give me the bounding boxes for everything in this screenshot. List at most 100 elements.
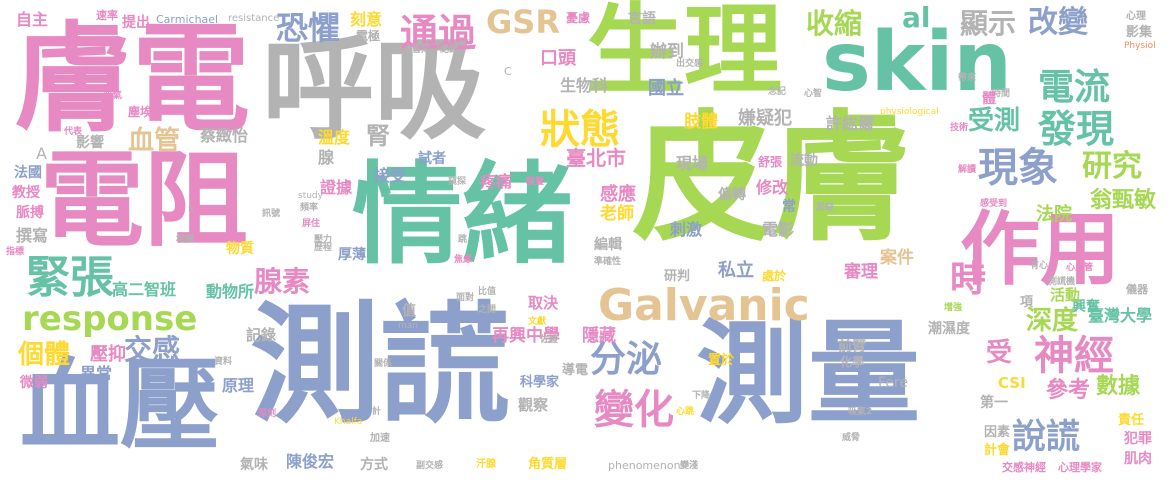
word-taida: 臺灣大學 bbox=[1088, 306, 1153, 325]
word-zhiyu: 置於 bbox=[708, 353, 735, 368]
word-jishu: 技術 bbox=[950, 123, 969, 133]
word-xiqi2: 吸氣2 bbox=[848, 407, 873, 417]
word-shenli: 審理 bbox=[844, 262, 878, 282]
word-youlv: 憂慮 bbox=[566, 11, 591, 25]
word-shizhe: 試者 bbox=[418, 151, 446, 167]
word-bianhua: 變化 bbox=[594, 387, 674, 433]
word-celiang: 測量 bbox=[696, 309, 920, 439]
word-jiaogan-shenjing: 交感神經 bbox=[1002, 461, 1046, 474]
word-shenke: 深刻 bbox=[258, 409, 277, 419]
word-jirou: 肌肉 bbox=[1124, 451, 1152, 467]
word-weiruo: 微弱 bbox=[20, 375, 48, 391]
word-xintiao: 心跳 bbox=[676, 407, 695, 417]
word-houbao: 厚薄 bbox=[338, 247, 366, 263]
word-xiugai: 修改 bbox=[756, 178, 789, 197]
word-phenomenon: phenomenon bbox=[608, 459, 681, 472]
word-tongguo: 通過 bbox=[400, 11, 477, 55]
word-response: response bbox=[22, 299, 198, 339]
word-ti: 體 bbox=[982, 91, 996, 107]
word-zizhu: 自主 bbox=[16, 10, 49, 29]
word-shi: 時 bbox=[950, 259, 987, 300]
word-zhuangzhi: 裝置 bbox=[526, 177, 545, 187]
word-xingfen: 興奮 bbox=[1072, 299, 1100, 315]
word-qujue: 取決 bbox=[528, 294, 559, 312]
word-jiedu: 解讀 bbox=[958, 165, 977, 175]
word-ji: 計 bbox=[372, 407, 382, 417]
word-khalfa: Khalfa bbox=[334, 417, 363, 427]
word-xinlixuejia: 心理學家 bbox=[1058, 461, 1102, 474]
word-xinli: 心理 bbox=[1126, 11, 1146, 22]
word-xianxiang: 現象 bbox=[978, 145, 1058, 191]
word-man: man bbox=[398, 321, 418, 331]
word-resistance: resistance bbox=[228, 13, 280, 24]
word-xiansu: 腺素 bbox=[254, 265, 311, 298]
word-chuyu: 處於 bbox=[762, 269, 787, 283]
word-xianshi: 顯示 bbox=[960, 7, 1017, 40]
word-dianliu: 電流 bbox=[1038, 67, 1111, 108]
word-wenxian: 文獻 bbox=[528, 317, 547, 327]
word-zhiyi: 質疑 bbox=[816, 203, 835, 213]
word-shuzhang: 舒張 bbox=[758, 155, 783, 169]
word-xian: 腺 bbox=[318, 148, 335, 167]
word-cankao: 參考 bbox=[1046, 378, 1091, 403]
word-c: C bbox=[504, 65, 512, 78]
word-a: A bbox=[36, 144, 47, 163]
word-bianqian: 變淺 bbox=[680, 461, 699, 471]
word-shuju: 數據 bbox=[1096, 374, 1141, 399]
word-xiqi: 吸氣 bbox=[104, 91, 123, 101]
word-sili: 私立 bbox=[718, 260, 754, 281]
word-gsr: GSR bbox=[486, 3, 560, 41]
word-faxian: 發現 bbox=[1038, 107, 1115, 151]
word-yayi: 壓抑 bbox=[90, 344, 126, 365]
word-zeren: 責任 bbox=[1118, 413, 1145, 428]
word-jiaoshou: 教授 bbox=[12, 185, 40, 201]
word-dianzu: 電阻 bbox=[40, 139, 249, 261]
word-licheng: 歷程 bbox=[314, 243, 333, 253]
word-shengwuke: 生物科 bbox=[560, 76, 609, 95]
word-zhengju: 證據 bbox=[320, 178, 353, 197]
word-yingxiang: 影響 bbox=[76, 135, 104, 151]
word-hanxian: 汗腺 bbox=[476, 459, 496, 470]
word-yingji: 影集 bbox=[1126, 25, 1153, 40]
word-csi: CSI bbox=[998, 374, 1026, 392]
word-xianyifan: 嫌疑犯 bbox=[738, 108, 792, 129]
word-wuzhi: 物質 bbox=[226, 241, 254, 257]
word-cehuang: 測謊 bbox=[250, 289, 511, 441]
word-shuohuang: 說謊 bbox=[1012, 417, 1080, 457]
word-pianzhuan: 偏轉 bbox=[718, 187, 746, 203]
word-zuoyong: 作用 bbox=[960, 203, 1120, 296]
word-dailai: 帶來 bbox=[958, 73, 977, 83]
word-taibei: 臺北市 bbox=[566, 146, 626, 170]
word-xiang: 項 bbox=[1020, 295, 1034, 310]
word-pifu: 皮膚 bbox=[632, 98, 913, 261]
word-kuitan: 窺探 bbox=[448, 177, 467, 187]
word-keyi: 刻意 bbox=[350, 10, 383, 29]
word-zengqiang: 增強 bbox=[944, 303, 963, 313]
word-bandao: 辦到 bbox=[650, 42, 684, 62]
word-fayuan: 法院 bbox=[1036, 204, 1072, 225]
word-skin: skin bbox=[822, 15, 1012, 110]
word-fujiaogan: 副交感 bbox=[416, 461, 444, 471]
word-guoli: 國立 bbox=[648, 78, 684, 99]
word-xunhao: 訊號 bbox=[262, 209, 281, 219]
word-bizhi: 比值 bbox=[478, 287, 497, 297]
word-yichang: 異常 bbox=[80, 364, 113, 383]
word-gaibian: 改變 bbox=[1028, 5, 1088, 40]
word-shouce: 受測 bbox=[968, 106, 1021, 136]
word-cehuangji: 測謊機 bbox=[1048, 277, 1076, 287]
word-faguo: 法國 bbox=[14, 165, 42, 181]
word-fere: Fere bbox=[878, 375, 908, 391]
word-yuanli: 原理 bbox=[222, 376, 255, 395]
word-shijian: 時間 bbox=[992, 89, 1011, 99]
word-tengtong: 疼痛 bbox=[480, 172, 513, 191]
word-fenmi: 分泌 bbox=[590, 339, 663, 380]
word-koutou: 口頭 bbox=[540, 48, 576, 69]
word-yinsu: 因素 bbox=[984, 425, 1011, 440]
word-yiqi: 儀器 bbox=[1126, 283, 1148, 296]
word-guancha: 觀察 bbox=[518, 396, 549, 414]
word-al: al bbox=[902, 1, 931, 34]
word-fanzui: 犯罪 bbox=[1124, 431, 1152, 447]
word-ganshoudao: 感受到 bbox=[980, 199, 1008, 209]
word-weng: 翁甄敏 bbox=[1090, 188, 1157, 213]
